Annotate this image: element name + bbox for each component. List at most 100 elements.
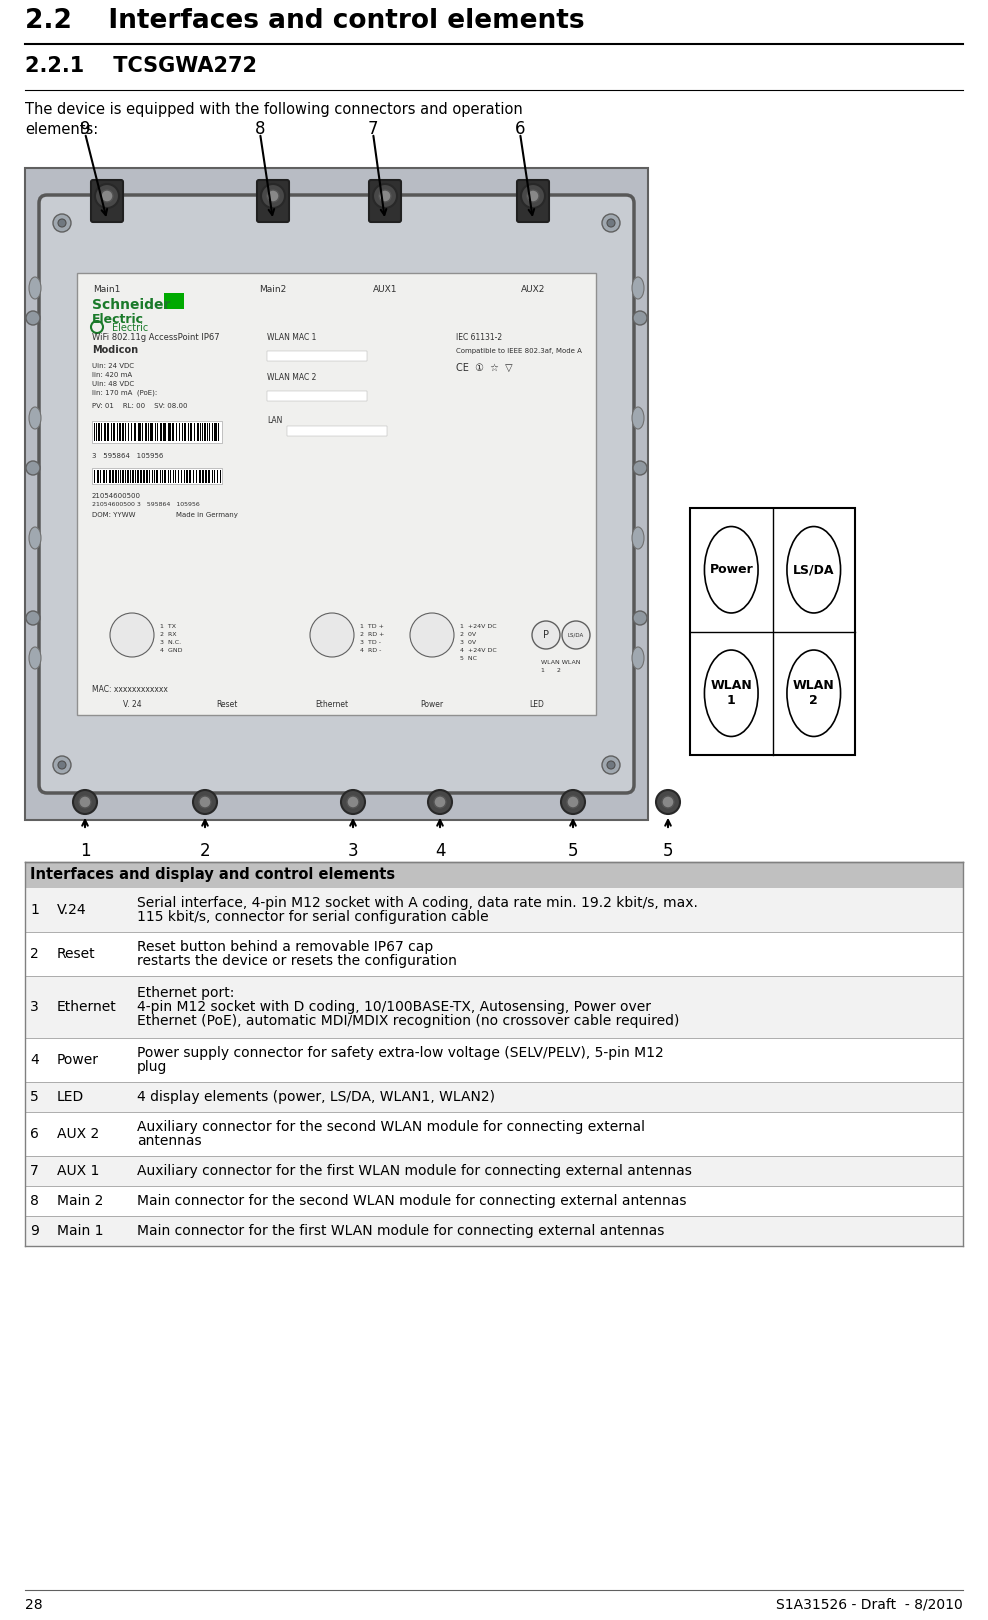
Text: 5: 5 xyxy=(663,842,673,860)
Bar xyxy=(206,423,207,441)
Text: Main connector for the second WLAN module for connecting external antennas: Main connector for the second WLAN modul… xyxy=(137,1194,687,1209)
Text: Main1: Main1 xyxy=(93,285,121,293)
Text: 3  TD -: 3 TD - xyxy=(360,640,381,645)
Text: Serial interface, 4-pin M12 socket with A coding, data rate min. 19.2 kbit/s, ma: Serial interface, 4-pin M12 socket with … xyxy=(137,896,698,910)
Bar xyxy=(25,1217,963,1246)
Text: 3  0V: 3 0V xyxy=(460,640,476,645)
Circle shape xyxy=(58,761,66,770)
Bar xyxy=(142,423,143,441)
Bar xyxy=(112,470,114,483)
Circle shape xyxy=(101,190,113,202)
Bar xyxy=(25,1111,963,1157)
Text: MAC: xxxxxxxxxxxx: MAC: xxxxxxxxxxxx xyxy=(92,685,168,693)
FancyBboxPatch shape xyxy=(369,180,401,222)
Text: Power: Power xyxy=(421,700,444,710)
Text: Schneider: Schneider xyxy=(92,298,170,313)
Text: LED: LED xyxy=(57,1090,84,1103)
Text: IEC 61131-2: IEC 61131-2 xyxy=(456,334,502,342)
Bar xyxy=(168,423,171,441)
Text: 4  GND: 4 GND xyxy=(160,648,183,653)
Text: 2  RX: 2 RX xyxy=(160,632,177,638)
Bar xyxy=(267,390,367,402)
Bar xyxy=(188,423,189,441)
Circle shape xyxy=(562,620,590,650)
Bar xyxy=(151,470,152,483)
Text: 1      2: 1 2 xyxy=(541,667,561,672)
Bar xyxy=(134,423,136,441)
Bar xyxy=(208,423,209,441)
Text: 5: 5 xyxy=(568,842,578,860)
Bar xyxy=(190,423,192,441)
Circle shape xyxy=(26,611,40,625)
Text: 4: 4 xyxy=(435,842,446,860)
Text: WLAN MAC 1: WLAN MAC 1 xyxy=(267,334,316,342)
Bar xyxy=(25,1038,963,1082)
Circle shape xyxy=(53,757,71,774)
Bar xyxy=(134,470,136,483)
Circle shape xyxy=(633,611,647,625)
Bar xyxy=(154,470,155,483)
Circle shape xyxy=(633,311,647,326)
Text: P: P xyxy=(543,630,549,640)
Bar xyxy=(127,470,128,483)
Bar xyxy=(25,931,963,975)
FancyBboxPatch shape xyxy=(39,194,634,794)
Bar xyxy=(120,470,121,483)
Bar xyxy=(194,423,195,441)
Bar xyxy=(176,423,177,441)
Circle shape xyxy=(73,791,97,813)
Text: LAN: LAN xyxy=(267,416,283,424)
Bar xyxy=(196,470,197,483)
Circle shape xyxy=(532,620,560,650)
Text: 21054600500 3   595864   105956: 21054600500 3 595864 105956 xyxy=(92,502,200,507)
Bar xyxy=(217,423,218,441)
Text: Electric: Electric xyxy=(112,322,148,334)
Text: AUX 1: AUX 1 xyxy=(57,1165,100,1178)
Text: 6: 6 xyxy=(515,120,526,138)
Circle shape xyxy=(521,185,545,207)
Bar xyxy=(208,470,210,483)
Bar xyxy=(129,470,130,483)
Circle shape xyxy=(95,185,119,207)
Text: Compatible to IEEE 802.3af, Mode A: Compatible to IEEE 802.3af, Mode A xyxy=(456,348,582,355)
Text: V. 24: V. 24 xyxy=(123,700,141,710)
Ellipse shape xyxy=(704,650,758,737)
Text: 1  +24V DC: 1 +24V DC xyxy=(460,624,497,630)
Text: antennas: antennas xyxy=(137,1134,202,1149)
Text: 1  TD +: 1 TD + xyxy=(360,624,384,630)
Circle shape xyxy=(193,791,217,813)
Circle shape xyxy=(373,185,397,207)
Bar xyxy=(181,470,182,483)
Circle shape xyxy=(607,219,615,227)
Bar xyxy=(200,423,201,441)
Text: 7: 7 xyxy=(368,120,378,138)
Bar xyxy=(118,470,119,483)
Text: Power supply connector for safety extra-low voltage (SELV/PELV), 5-pin M12: Power supply connector for safety extra-… xyxy=(137,1047,664,1059)
Circle shape xyxy=(633,462,647,475)
Text: Ethernet port:: Ethernet port: xyxy=(137,987,234,1000)
Text: Interfaces and display and control elements: Interfaces and display and control eleme… xyxy=(30,867,395,883)
Text: Main 1: Main 1 xyxy=(57,1225,104,1238)
Text: Iin: 170 mA  (PoE):: Iin: 170 mA (PoE): xyxy=(92,390,157,397)
Bar xyxy=(193,470,194,483)
Text: 5  NC: 5 NC xyxy=(460,656,477,661)
Bar xyxy=(211,423,212,441)
Bar xyxy=(175,470,176,483)
Text: Main 2: Main 2 xyxy=(57,1194,104,1209)
Text: LS/DA: LS/DA xyxy=(568,632,584,638)
Bar xyxy=(122,470,124,483)
Circle shape xyxy=(58,219,66,227)
Bar xyxy=(25,862,963,888)
Bar xyxy=(113,423,115,441)
Text: 28: 28 xyxy=(25,1597,42,1612)
Text: CE  ①  ☆  ▽: CE ① ☆ ▽ xyxy=(456,363,513,373)
Circle shape xyxy=(607,761,615,770)
Bar xyxy=(122,423,124,441)
Bar xyxy=(103,470,105,483)
Text: 9: 9 xyxy=(80,120,90,138)
Bar xyxy=(145,423,147,441)
Text: PV: 01    RL: 00    SV: 08.00: PV: 01 RL: 00 SV: 08.00 xyxy=(92,403,188,408)
Bar xyxy=(213,470,215,483)
Ellipse shape xyxy=(632,407,644,429)
Bar xyxy=(92,421,222,442)
